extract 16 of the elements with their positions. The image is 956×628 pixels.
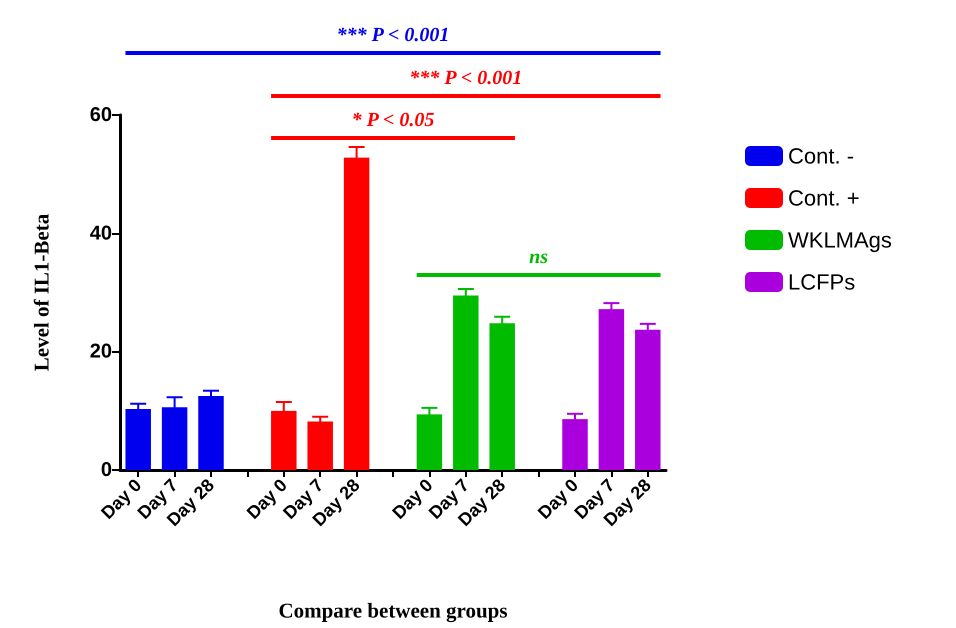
annotation: ns bbox=[529, 246, 548, 268]
y-tick-label: 60 bbox=[90, 104, 112, 126]
legend-label: WKLMAgs bbox=[788, 228, 892, 252]
y-tick-label: 40 bbox=[90, 222, 112, 244]
legend-label: Cont. - bbox=[788, 144, 854, 168]
annotation: * P < 0.05 bbox=[352, 109, 434, 131]
text: *** P < 0.001 bbox=[409, 67, 522, 89]
y-axis-title: Level of IL1-Beta bbox=[30, 213, 54, 372]
legend-label: LCFPs bbox=[788, 270, 856, 294]
text: *** P < 0.001 bbox=[336, 24, 450, 46]
legend-label: Cont. + bbox=[788, 186, 860, 210]
y-tick-label: 20 bbox=[90, 340, 112, 363]
bar bbox=[307, 421, 333, 470]
y-tick-label: 0 bbox=[100, 459, 112, 481]
bar bbox=[562, 419, 588, 470]
x-axis-title: Compare between groups bbox=[278, 598, 508, 622]
